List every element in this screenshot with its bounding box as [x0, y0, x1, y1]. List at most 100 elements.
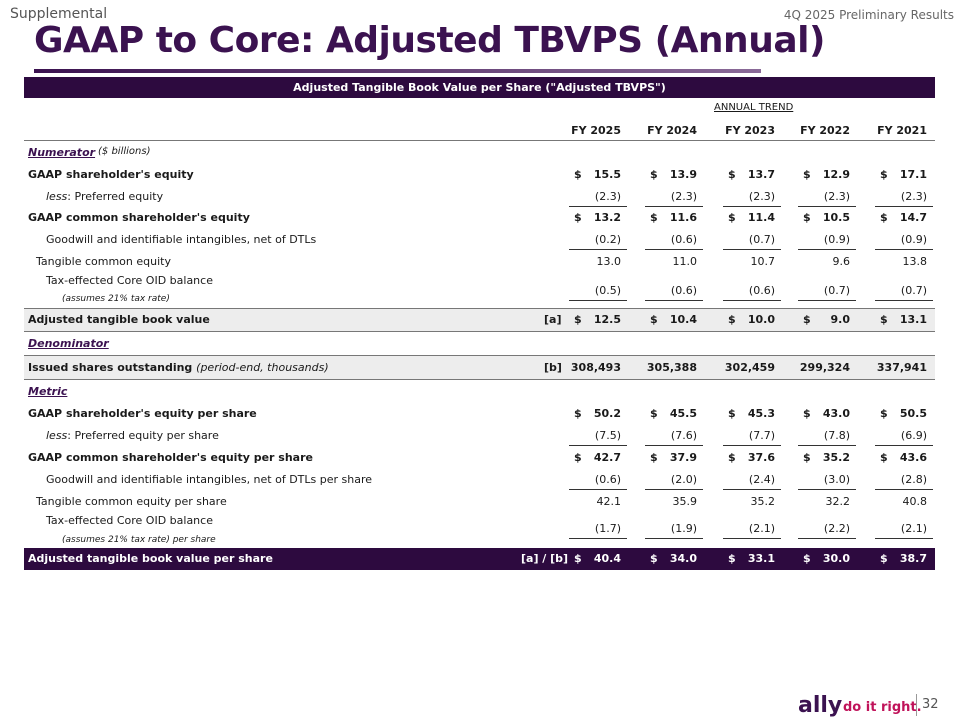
denominator-row: Denominator	[24, 337, 935, 351]
value-cell: 42.1	[596, 495, 622, 508]
value-cell: 11.0	[672, 255, 698, 268]
value-cell: (7.7)	[748, 429, 775, 442]
dollar-sign: $	[803, 552, 811, 565]
subtotal-rule	[875, 445, 933, 446]
value-cell: 13.8	[902, 255, 928, 268]
value-cell: 32.2	[825, 495, 851, 508]
table-row: (0.5) (0.6) (0.6) (0.7) (0.7)	[24, 284, 935, 301]
dollar-sign: $	[880, 168, 888, 181]
subtotal-rule	[798, 538, 856, 539]
value-cell: (1.7)	[594, 522, 621, 535]
subtotal-rule	[645, 489, 703, 490]
subtotal-rule	[645, 300, 703, 301]
footer-divider	[916, 694, 917, 716]
dollar-sign: $	[880, 451, 888, 464]
dollar-sign: $	[650, 168, 658, 181]
oid-label-row: Tax-effected Core OID balance	[24, 274, 935, 288]
subtotal-rule	[645, 206, 703, 207]
value-cell: 13.1	[899, 313, 927, 326]
numerator-row: Numerator ($ billions)	[24, 146, 935, 160]
value-cell: 50.5	[899, 407, 927, 420]
value-cell: 15.5	[593, 168, 621, 181]
value-cell: (3.0)	[823, 473, 850, 486]
row-label: Tangible common equity per share	[36, 495, 227, 508]
dollar-sign: $	[650, 407, 658, 420]
subtotal-rule	[569, 538, 627, 539]
value-cell: 10.0	[747, 313, 775, 326]
value-cell: 10.4	[669, 313, 697, 326]
value-cell: (0.7)	[748, 233, 775, 246]
subtotal-rule	[875, 300, 933, 301]
value-cell: 14.7	[899, 211, 927, 224]
dollar-sign: $	[803, 407, 811, 420]
ally-logo: ally	[798, 693, 843, 718]
subtotal-rule	[569, 445, 627, 446]
row-label-text: : Preferred equity	[67, 190, 164, 203]
value-cell: 37.9	[669, 451, 697, 464]
subtotal-rule	[569, 489, 627, 490]
value-cell: (0.6)	[594, 473, 621, 486]
subtotal-rule	[875, 538, 933, 539]
annual-trend-label: ANNUAL TREND	[714, 102, 794, 113]
dollar-sign: $	[728, 211, 736, 224]
value-cell: 13.9	[669, 168, 697, 181]
annual-trend-row: ANNUAL TREND	[24, 102, 935, 116]
dollar-sign: $	[880, 552, 888, 565]
table-row: GAAP shareholder's equity $15.5 $13.9 $13.…	[24, 168, 935, 182]
table-row: GAAP common shareholder's equity per sha…	[24, 451, 935, 465]
value-cell: 45.5	[669, 407, 697, 420]
value-cell: 45.3	[747, 407, 775, 420]
dollar-sign: $	[880, 313, 888, 326]
dollar-sign: $	[574, 451, 582, 464]
column-header-row: FY 2025 FY 2024 FY 2023 FY 2022 FY 2021	[24, 124, 935, 141]
table-row: GAAP common shareholder's equity $13.2 $1…	[24, 211, 935, 225]
value-cell: (0.9)	[900, 233, 927, 246]
value-cell: 305,388	[646, 361, 697, 374]
subtotal-rule	[875, 489, 933, 490]
subtotal-rule	[723, 206, 781, 207]
row-label: GAAP shareholder's equity per share	[28, 407, 257, 420]
value-cell: (0.7)	[900, 284, 927, 297]
title-underline	[34, 69, 761, 73]
value-cell: (7.8)	[823, 429, 850, 442]
dollar-sign: $	[728, 313, 736, 326]
col-fy2025: FY 2025	[571, 124, 621, 137]
row-label: Adjusted tangible book value	[28, 313, 210, 326]
supplemental-label: Supplemental	[10, 6, 108, 22]
value-cell: 11.6	[669, 211, 697, 224]
subtotal-rule	[645, 445, 703, 446]
row-label-text: : Preferred equity per share	[67, 429, 219, 442]
subtotal-rule	[798, 489, 856, 490]
value-cell: (7.5)	[594, 429, 621, 442]
value-cell: 9.6	[832, 255, 851, 268]
row-label: Tax-effected Core OID balance	[46, 514, 213, 527]
subtotal-rule	[875, 249, 933, 250]
value-cell: (2.8)	[900, 473, 927, 486]
subtotal-rule	[798, 300, 856, 301]
dollar-sign: $	[574, 407, 582, 420]
col-fy2024: FY 2024	[647, 124, 697, 137]
row-label: Goodwill and identifiable intangibles, n…	[46, 233, 317, 246]
value-cell: (2.3)	[823, 190, 850, 203]
value-cell: 42.7	[593, 451, 621, 464]
table-row: Goodwill and identifiable intangibles, n…	[24, 233, 935, 250]
dollar-sign: $	[650, 211, 658, 224]
value-cell: 302,459	[724, 361, 775, 374]
value-cell: (0.9)	[823, 233, 850, 246]
value-cell: (2.0)	[670, 473, 697, 486]
subtotal-rule	[798, 249, 856, 250]
row-label: less: Preferred equity	[46, 190, 163, 203]
metric-row: Metric	[24, 385, 935, 399]
subtotal-rule	[723, 445, 781, 446]
value-cell: 13.7	[747, 168, 775, 181]
value-cell: 10.5	[822, 211, 850, 224]
dollar-sign: $	[880, 211, 888, 224]
dollar-sign: $	[650, 552, 658, 565]
value-cell: (2.2)	[823, 522, 850, 535]
value-cell: 9.0	[830, 313, 851, 326]
value-cell: (1.9)	[670, 522, 697, 535]
value-cell: (0.5)	[594, 284, 621, 297]
row-label: GAAP common shareholder's equity per sha…	[28, 451, 313, 464]
value-cell: 40.4	[593, 552, 621, 565]
row-label: less: Preferred equity per share	[46, 429, 219, 442]
